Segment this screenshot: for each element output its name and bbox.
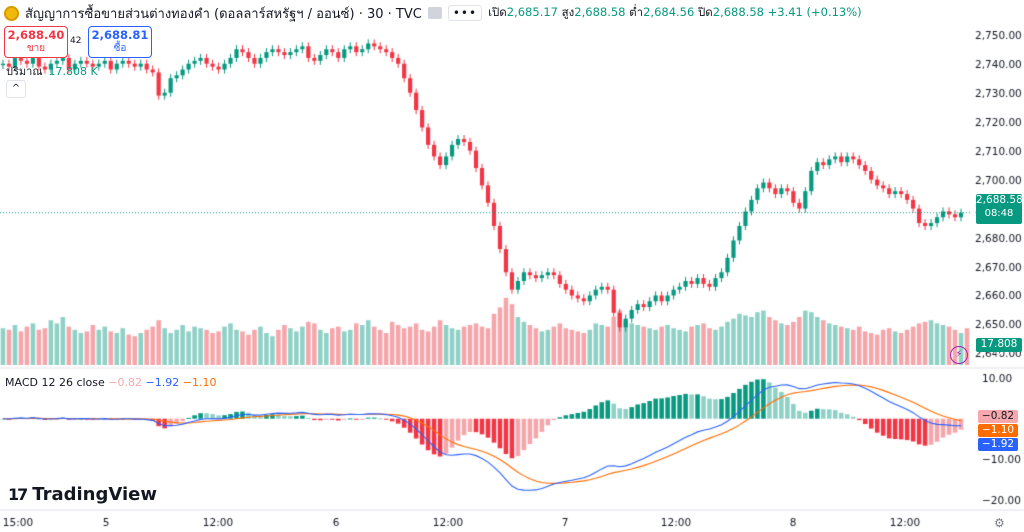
high-value: 2,688.58 xyxy=(574,5,626,19)
tradingview-mark-icon: 17 xyxy=(8,485,28,504)
volume-value: 17.808 K xyxy=(48,65,98,78)
buy-price: 2,688.81 xyxy=(91,28,149,42)
ohlc-readout: เปิด2,685.17 สูง2,688.58 ต่ำ2,684.56 ปิด… xyxy=(488,4,862,22)
bar-countdown: 08:48 xyxy=(984,208,1014,219)
spread-value: 42 xyxy=(70,36,82,46)
change-value: +3.41 (+0.13%) xyxy=(767,5,862,19)
macd-hist-tag: −0.82 xyxy=(978,410,1018,423)
sell-label: ขาย xyxy=(26,43,46,54)
buy-label: ซื้อ xyxy=(113,43,127,54)
current-price: 2,688.58 xyxy=(976,194,1023,206)
open-value: 2,685.17 xyxy=(506,5,558,19)
low-value: 2,684.56 xyxy=(643,5,695,19)
buy-button[interactable]: 2,688.81 ซื้อ xyxy=(88,26,152,58)
collapse-chevron-icon[interactable]: ^ xyxy=(6,80,26,98)
macd-line-value: −1.92 xyxy=(145,376,180,389)
macd-legend: MACD 12 26 close −0.82 −1.92 −1.10 xyxy=(5,376,216,389)
sell-price: 2,688.40 xyxy=(7,28,65,42)
settings-gear-icon[interactable]: ⚙ xyxy=(994,516,1005,530)
open-label: เปิด xyxy=(488,5,507,19)
volume-label: ปริมาณ xyxy=(6,65,43,78)
high-label: สูง xyxy=(561,5,575,19)
tradingview-logo[interactable]: 17 TradingView xyxy=(8,484,157,505)
macd-line-tag: −1.92 xyxy=(978,438,1018,451)
close-label: ปิด xyxy=(697,5,713,19)
macd-label: MACD 12 26 close xyxy=(5,376,105,389)
current-price-tag: 2,688.58 08:48 xyxy=(976,194,1023,224)
macd-hist-value: −0.82 xyxy=(108,376,143,389)
tradingview-name: TradingView xyxy=(32,484,157,505)
sell-button[interactable]: 2,688.40 ขาย xyxy=(4,26,68,58)
low-label: ต่ำ xyxy=(629,5,644,19)
symbol-title[interactable]: สัญญาการซื้อขายส่วนต่างทองคำ (ดอลลาร์สหร… xyxy=(25,6,422,22)
volume-tag: 17.808 K xyxy=(976,338,1022,363)
lightning-icon[interactable]: ⚡ xyxy=(950,346,968,364)
more-options-button[interactable]: ••• xyxy=(447,5,483,21)
gold-coin-icon xyxy=(4,5,19,21)
volume-legend: ปริมาณ 17.808 K xyxy=(6,62,98,80)
macd-signal-tag: −1.10 xyxy=(978,424,1018,437)
chart-header: สัญญาการซื้อขายส่วนต่างทองคำ (ดอลลาร์สหร… xyxy=(0,0,862,26)
close-value: 2,688.58 xyxy=(712,5,764,19)
macd-signal-value: −1.10 xyxy=(182,376,217,389)
flag-icon xyxy=(427,7,442,19)
